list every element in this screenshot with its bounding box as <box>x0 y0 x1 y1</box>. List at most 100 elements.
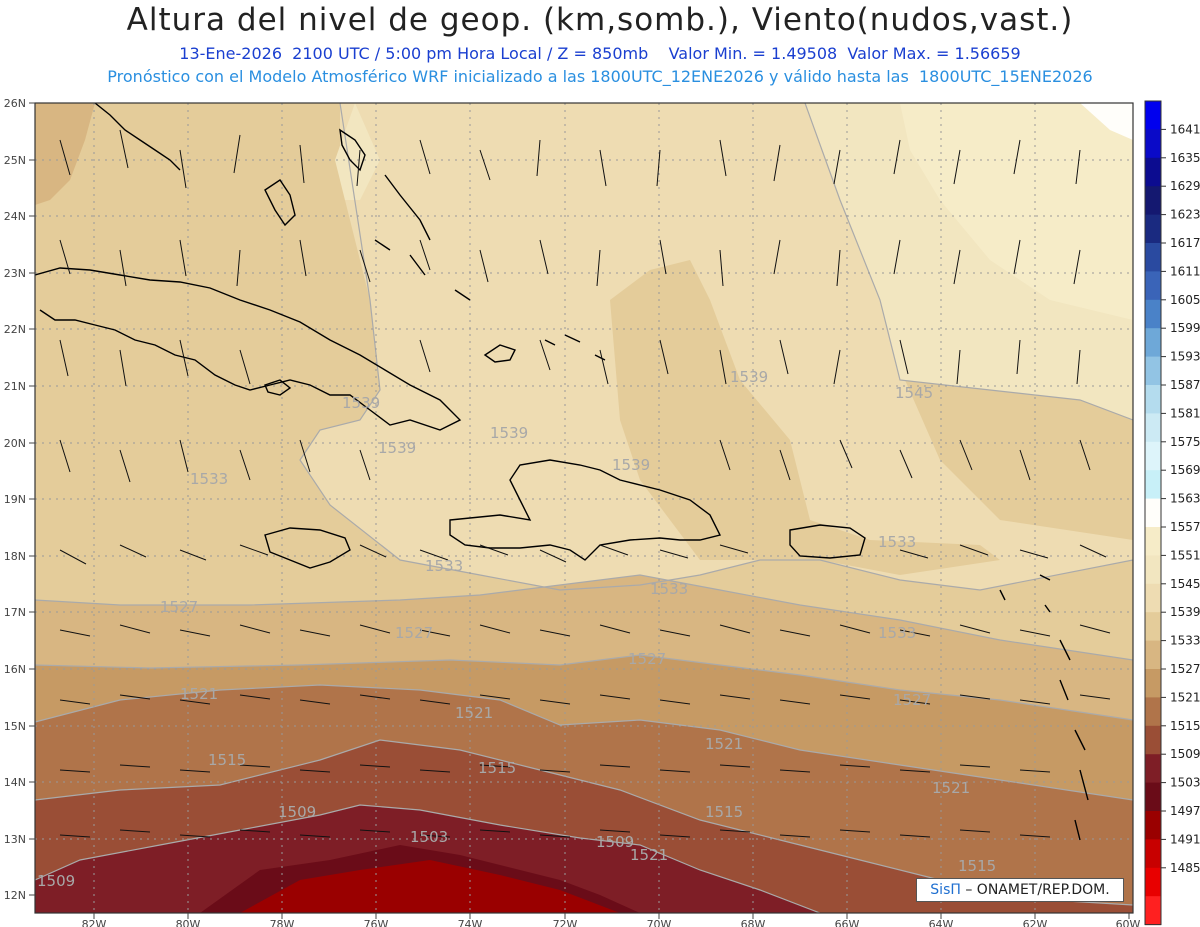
turks-caicos <box>544 334 606 361</box>
colorbar-label: 1617 <box>1170 236 1200 250</box>
colorbar-swatch <box>1145 271 1161 301</box>
lon-ticks <box>93 913 1130 919</box>
contour-label: 1503 <box>410 828 448 846</box>
lon-label: 70W <box>647 918 672 927</box>
colorbar-label: 1485 <box>1170 861 1200 875</box>
isla-juventud <box>264 379 292 396</box>
jamaica <box>264 527 351 569</box>
colorbar-swatch <box>1145 101 1161 130</box>
lon-label: 82W <box>82 918 107 927</box>
colorbar-label: 1593 <box>1170 350 1200 364</box>
colorbar-swatch <box>1145 470 1161 500</box>
colorbar-swatch <box>1145 612 1161 642</box>
contour-label: 1527 <box>893 691 931 709</box>
lon-label: 74W <box>458 918 483 927</box>
colorbar-label: 1557 <box>1170 520 1200 534</box>
colorbar-label: 1575 <box>1170 435 1200 449</box>
colorbar-swatch <box>1145 669 1161 698</box>
contour-label: 1533 <box>190 470 228 488</box>
colorbar-swatch <box>1145 413 1161 443</box>
contour-1521 <box>35 654 1133 721</box>
lat-label: 24N <box>4 210 26 223</box>
contour-label: 1539 <box>378 439 416 457</box>
contour-label: 1539 <box>490 424 528 442</box>
colorbar-label: 1533 <box>1170 634 1200 648</box>
contour-label: 1539 <box>612 456 650 474</box>
bahamas-chain <box>374 174 471 301</box>
colorbar-swatch <box>1145 328 1161 358</box>
lat-label: 22N <box>4 323 26 336</box>
colorbar-label: 1527 <box>1170 662 1200 676</box>
colorbar-swatch <box>1145 527 1161 556</box>
colorbar-label: 1497 <box>1170 804 1200 818</box>
lat-label: 17N <box>4 606 26 619</box>
lat-label: 13N <box>4 833 26 846</box>
contour-label: 1509 <box>37 872 75 890</box>
color-scale-legend: 1641 1635 1629 1623 1617 1611 1605 1599 1593 1587… <box>1144 100 1200 926</box>
colorbar-swatch <box>1145 555 1161 585</box>
lon-label: 62W <box>1023 918 1048 927</box>
contour-1509 <box>35 739 1133 906</box>
wind-barbs <box>59 129 1111 838</box>
colorbar-label: 1569 <box>1170 463 1200 477</box>
band-1491 <box>240 860 620 913</box>
colorbar-label: 1587 <box>1170 378 1200 392</box>
contour-label: 1533 <box>878 624 916 642</box>
colorbar-label: 1635 <box>1170 151 1200 165</box>
map-title: Altura del nivel de geop. (km,somb.), Vi… <box>126 2 1074 38</box>
colorbar-swatch <box>1145 129 1161 159</box>
colorbar-swatch <box>1145 725 1161 755</box>
lat-label: 20N <box>4 437 26 450</box>
lat-label: 18N <box>4 550 26 563</box>
bahamas-andros <box>264 179 296 227</box>
colorbar-swatch <box>1145 498 1161 528</box>
latitude-axis: 26N 25N 24N 23N 22N 21N 20N 19N 18N 17N … <box>4 97 26 902</box>
colorbar-swatch <box>1145 754 1161 784</box>
contour-label: 1521 <box>932 779 970 797</box>
colorbar-swatch <box>1145 214 1161 244</box>
colorbar-label: 1491 <box>1170 832 1200 846</box>
contour-label: 1521 <box>180 685 218 703</box>
colorbar-swatch <box>1145 839 1161 869</box>
lon-label: 60W <box>1116 918 1141 927</box>
contour-lines <box>35 103 1133 913</box>
colorbar-label: 1629 <box>1170 179 1200 193</box>
coastlines <box>35 103 1089 841</box>
contour-1515 <box>35 684 1133 801</box>
credit-text: – ONAMET/REP.DOM. <box>960 882 1110 898</box>
contour-label: 1521 <box>705 735 743 753</box>
inagua <box>483 344 516 363</box>
colorbar-label: 1545 <box>1170 577 1200 591</box>
contour-label: 1533 <box>650 580 688 598</box>
lat-label: 12N <box>4 889 26 902</box>
bahamas-abaco <box>339 128 366 172</box>
valid-time-subtitle: 13-Ene-2026 2100 UTC / 5:00 pm Hora Loca… <box>179 44 1021 63</box>
colorbar-swatch <box>1145 896 1161 926</box>
contour-label: 1515 <box>208 751 246 769</box>
colorbar-label: 1605 <box>1170 293 1200 307</box>
lat-label: 19N <box>4 493 26 506</box>
colorbar-label: 1515 <box>1170 719 1200 733</box>
colorbar-swatch <box>1145 697 1161 727</box>
colorbar-label: 1611 <box>1170 264 1200 278</box>
contour-label: 1515 <box>705 803 743 821</box>
tongue-1533 <box>610 260 1000 575</box>
contour-label: 1527 <box>395 624 433 642</box>
contour-label: 1509 <box>596 833 634 851</box>
colorbar-label: 1623 <box>1170 208 1200 222</box>
lon-label: 76W <box>364 918 389 927</box>
lon-label: 78W <box>270 918 295 927</box>
colorbar-swatch <box>1145 867 1161 897</box>
colorbar-swatch <box>1145 640 1161 670</box>
land-patch-gulf <box>35 103 95 205</box>
contour-label: 1533 <box>425 557 463 575</box>
lat-label: 16N <box>4 663 26 676</box>
lon-label: 80W <box>176 918 201 927</box>
lat-label: 26N <box>4 97 26 110</box>
lon-label: 72W <box>553 918 578 927</box>
lesser-antilles <box>999 574 1089 841</box>
contour-label: 1521 <box>630 846 668 864</box>
longitude-axis: 82W 80W 78W 76W 74W 72W 70W 68W 66W 64W … <box>82 918 1141 927</box>
colorbar-label: 1641 <box>1170 122 1200 136</box>
contour-label: 1539 <box>730 368 768 386</box>
